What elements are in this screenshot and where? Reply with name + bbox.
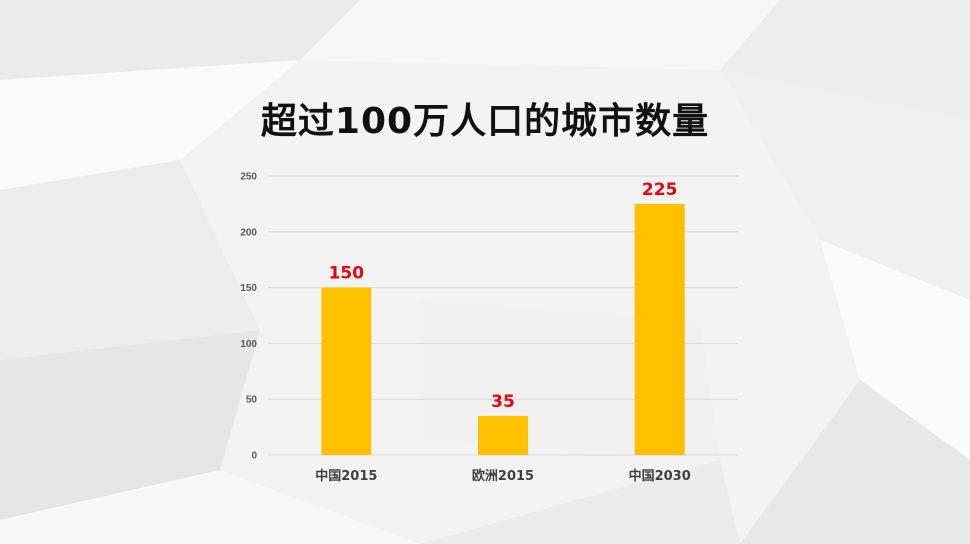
x-tick-label: 欧洲2015 bbox=[472, 468, 534, 484]
y-tick-label: 50 bbox=[246, 395, 258, 406]
bar bbox=[634, 203, 685, 455]
chart-title: 超过100万人口的城市数量 bbox=[260, 101, 710, 142]
bar bbox=[321, 287, 372, 455]
bar bbox=[478, 415, 528, 455]
y-tick-label: 250 bbox=[240, 172, 257, 183]
x-tick-label: 中国2030 bbox=[629, 468, 691, 484]
y-tick-label: 0 bbox=[251, 451, 257, 462]
y-tick-label: 200 bbox=[240, 227, 257, 238]
data-label: 35 bbox=[491, 392, 515, 412]
data-label: 150 bbox=[329, 264, 365, 284]
data-label: 225 bbox=[642, 180, 678, 200]
y-tick-label: 100 bbox=[240, 339, 257, 350]
y-tick-label: 150 bbox=[240, 283, 257, 294]
x-tick-label: 中国2015 bbox=[315, 468, 377, 484]
